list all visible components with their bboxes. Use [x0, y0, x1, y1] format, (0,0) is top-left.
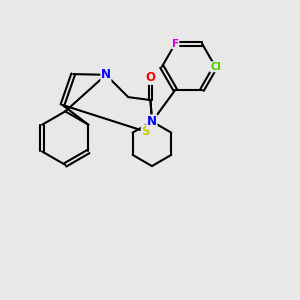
Text: F: F — [172, 39, 179, 49]
Text: O: O — [146, 71, 155, 84]
Text: N: N — [101, 68, 111, 81]
Text: N: N — [147, 115, 157, 128]
Text: S: S — [141, 125, 150, 138]
Text: Cl: Cl — [210, 62, 221, 72]
